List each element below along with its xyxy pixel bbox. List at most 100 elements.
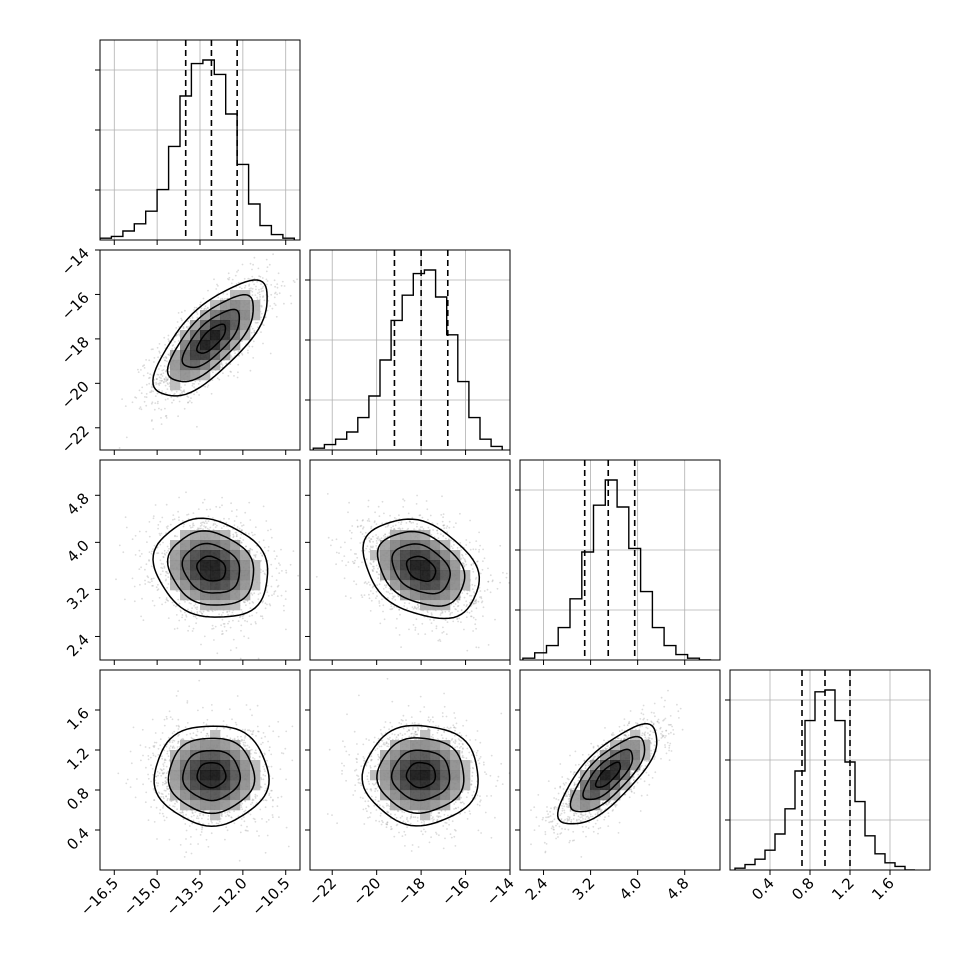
density-cell bbox=[210, 300, 221, 311]
scatter-point bbox=[415, 618, 418, 621]
scatter-point bbox=[250, 592, 253, 595]
scatter-point bbox=[440, 514, 443, 516]
scatter-point bbox=[366, 519, 369, 522]
scatter-point bbox=[426, 611, 429, 614]
scatter-point bbox=[177, 598, 180, 601]
scatter-point bbox=[264, 602, 267, 605]
scatter-point bbox=[199, 610, 201, 613]
scatter-point bbox=[466, 604, 468, 606]
scatter-point bbox=[220, 614, 223, 616]
scatter-point bbox=[285, 628, 287, 631]
scatter-point bbox=[228, 276, 231, 279]
scatter-point bbox=[271, 594, 273, 597]
scatter-point bbox=[266, 309, 269, 312]
density-cell bbox=[190, 370, 201, 381]
panel-frame bbox=[309, 249, 511, 451]
scatter-point bbox=[273, 296, 276, 299]
density-cell bbox=[230, 590, 241, 601]
scatter-point bbox=[206, 527, 209, 530]
panel-0-0 bbox=[95, 39, 301, 245]
scatter-point bbox=[223, 517, 225, 520]
scatter-point bbox=[268, 603, 271, 605]
scatter-point bbox=[165, 380, 167, 383]
scatter-point bbox=[156, 402, 159, 405]
scatter-point bbox=[271, 307, 274, 310]
scatter-point bbox=[315, 575, 318, 578]
scatter-point bbox=[160, 380, 163, 382]
scatter-point bbox=[181, 319, 183, 321]
scatter-point bbox=[206, 522, 208, 524]
scatter-point bbox=[182, 327, 185, 330]
scatter-point bbox=[257, 598, 260, 601]
scatter-point bbox=[259, 552, 262, 555]
scatter-point bbox=[479, 596, 481, 598]
scatter-point bbox=[163, 365, 166, 367]
scatter-point bbox=[383, 512, 385, 515]
density-cell bbox=[220, 350, 231, 361]
scatter-point bbox=[202, 521, 205, 524]
scatter-point bbox=[474, 623, 477, 626]
scatter-point bbox=[399, 528, 402, 531]
density-cell bbox=[220, 540, 231, 551]
scatter-point bbox=[137, 368, 139, 371]
scatter-point bbox=[193, 386, 195, 388]
density-cell bbox=[190, 550, 201, 561]
density-cell bbox=[170, 380, 181, 391]
scatter-point bbox=[193, 604, 196, 607]
density-cell bbox=[240, 550, 251, 561]
scatter-point bbox=[247, 352, 249, 354]
scatter-point bbox=[248, 602, 251, 605]
scatter-point bbox=[412, 607, 415, 610]
scatter-point bbox=[140, 408, 143, 411]
scatter-point bbox=[187, 396, 190, 398]
density-cell bbox=[170, 570, 181, 581]
scatter-point bbox=[185, 615, 188, 618]
scatter-point bbox=[194, 380, 197, 383]
scatter-point bbox=[440, 533, 442, 536]
scatter-point bbox=[263, 546, 266, 549]
scatter-point bbox=[199, 301, 202, 304]
scatter-point bbox=[190, 526, 192, 529]
scatter-point bbox=[408, 628, 410, 631]
scatter-point bbox=[206, 306, 209, 309]
scatter-point bbox=[478, 586, 481, 589]
scatter-point bbox=[269, 528, 272, 531]
scatter-point bbox=[457, 604, 460, 607]
scatter-point bbox=[402, 506, 405, 508]
density-cell bbox=[190, 320, 201, 331]
scatter-point bbox=[251, 593, 254, 596]
scatter-point bbox=[205, 526, 207, 528]
scatter-point bbox=[378, 605, 381, 607]
scatter-point bbox=[246, 620, 249, 623]
scatter-point bbox=[352, 562, 355, 565]
scatter-point bbox=[262, 539, 265, 542]
scatter-point bbox=[273, 550, 276, 552]
scatter-point bbox=[382, 534, 385, 537]
scatter-point bbox=[195, 306, 198, 309]
scatter-point bbox=[172, 344, 175, 346]
scatter-point bbox=[235, 515, 238, 518]
scatter-point bbox=[368, 537, 370, 539]
scatter-point bbox=[159, 382, 162, 384]
scatter-point bbox=[335, 538, 338, 541]
scatter-point bbox=[270, 563, 273, 566]
scatter-point bbox=[161, 570, 164, 573]
scatter-point bbox=[378, 539, 381, 542]
scatter-point bbox=[220, 624, 222, 627]
scatter-point bbox=[356, 525, 359, 528]
density-cell bbox=[180, 530, 191, 541]
scatter-point bbox=[165, 597, 168, 599]
scatter-point bbox=[227, 272, 230, 275]
scatter-point bbox=[152, 584, 154, 587]
scatter-point bbox=[157, 356, 159, 359]
scatter-point bbox=[262, 570, 264, 572]
scatter-point bbox=[186, 325, 188, 328]
scatter-point bbox=[115, 578, 117, 581]
scatter-point bbox=[462, 562, 464, 565]
scatter-point bbox=[160, 562, 163, 565]
scatter-point bbox=[157, 524, 160, 526]
scatter-point bbox=[240, 287, 243, 290]
scatter-point bbox=[189, 400, 191, 402]
scatter-point bbox=[393, 595, 396, 598]
scatter-point bbox=[196, 606, 199, 609]
